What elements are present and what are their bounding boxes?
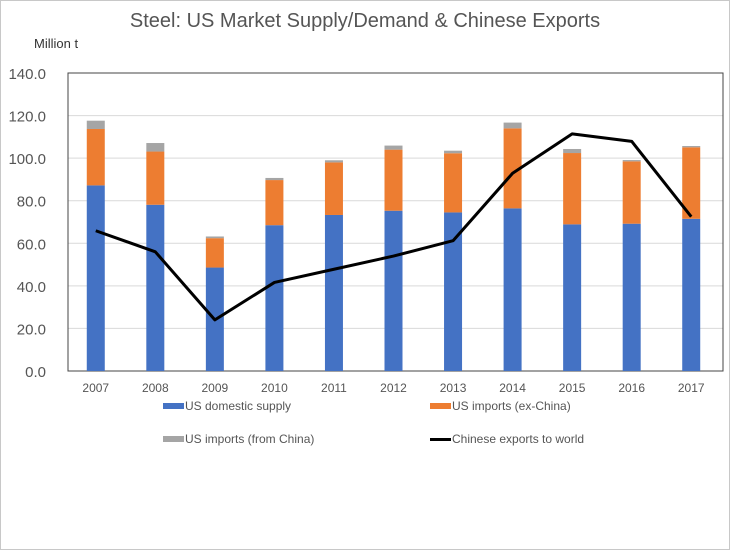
legend-label: US imports (from China): [185, 432, 315, 446]
bar-segment: [384, 210, 403, 371]
bar-segment: [205, 238, 224, 268]
bar-segment: [444, 150, 463, 154]
bar-segment: [622, 223, 641, 371]
y-tick-label: 140.0: [8, 66, 46, 83]
bar-segment: [265, 177, 284, 181]
x-tick-label: 2014: [499, 381, 526, 395]
y-tick-label: 20.0: [17, 321, 46, 338]
legend-label: Chinese exports to world: [452, 432, 585, 446]
bar-segment: [86, 128, 105, 186]
x-tick-label: 2012: [380, 381, 407, 395]
bar-segment: [563, 153, 582, 225]
chart-title: Steel: US Market Supply/Demand & Chinese…: [129, 10, 601, 32]
bar-segment: [503, 208, 522, 371]
bar-segment: [682, 147, 701, 219]
legend-swatch: [430, 403, 451, 409]
bar-segment: [86, 185, 105, 371]
bar-segment: [622, 161, 641, 224]
legend-swatch: [430, 437, 451, 441]
y-tick-label: 60.0: [17, 236, 46, 253]
bar-segment: [324, 214, 343, 371]
x-tick-label: 2017: [678, 381, 705, 395]
bar-segment: [503, 128, 522, 209]
bar-segment: [563, 148, 582, 154]
bar-segment: [265, 225, 284, 371]
bar-segment: [682, 218, 701, 371]
legend-swatch: [163, 436, 184, 442]
legend-item-imports-china: US imports (from China): [163, 432, 314, 446]
x-tick-label: 2009: [202, 381, 229, 395]
legend-item-imports-ex-china: US imports (ex-China): [430, 399, 571, 413]
bar-segment: [265, 180, 284, 226]
bar-segment: [146, 204, 165, 371]
bar-segment: [205, 236, 224, 239]
y-tick-label: 40.0: [17, 279, 46, 296]
bar-segment: [384, 149, 403, 211]
x-tick-label: 2013: [440, 381, 467, 395]
bar-segment: [444, 212, 463, 371]
x-tick-label: 2016: [618, 381, 645, 395]
bar-segment: [682, 146, 701, 148]
legend-item-chinese-exports: Chinese exports to world: [430, 432, 584, 446]
y-tick-label: 0.0: [25, 364, 46, 381]
x-tick-label: 2010: [261, 381, 288, 395]
x-tick-label: 2015: [559, 381, 586, 395]
bar-segment: [563, 224, 582, 371]
bar-segment: [622, 160, 641, 162]
legend-label: US domestic supply: [185, 399, 292, 413]
x-tick-label: 2008: [142, 381, 169, 395]
bar-segment: [146, 151, 165, 205]
bar-segment: [384, 145, 403, 150]
legend-label: US imports (ex-China): [452, 399, 571, 413]
y-tick-label: 80.0: [17, 194, 46, 211]
bar-segment: [324, 162, 343, 215]
y-tick-label: 120.0: [8, 109, 46, 126]
y-tick-label: 100.0: [8, 151, 46, 168]
bar-segment: [324, 160, 343, 163]
y-axis-label: Million t: [34, 36, 79, 51]
bar-segment: [503, 122, 522, 129]
legend-item-domestic: US domestic supply: [163, 399, 291, 413]
bar-segment: [86, 120, 105, 129]
x-tick-label: 2011: [321, 381, 347, 395]
x-tick-label: 2007: [82, 381, 109, 395]
bar-segment: [444, 153, 463, 213]
legend-swatch: [163, 403, 184, 409]
bar-segment: [146, 143, 165, 152]
